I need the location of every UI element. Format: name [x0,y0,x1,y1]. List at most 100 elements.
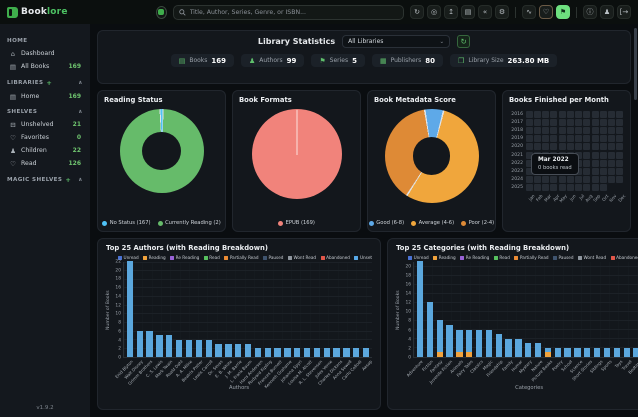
legend-item[interactable]: Paused [553,255,574,260]
bar [485,329,493,357]
bar-slot [435,262,445,357]
sidebar-section-header[interactable]: LIBRARIES + ∧ [7,79,83,87]
bar-segment-unread [584,347,591,357]
bar-segment-reading [436,352,443,357]
status-dot-icon [158,9,165,15]
legend-item[interactable]: Re Reading [460,255,489,260]
legend-item[interactable]: Read [493,255,510,260]
legend-item[interactable]: Good (6-8) [368,220,404,226]
library-select[interactable]: All Libraries ⌄ [342,35,451,48]
month-tick: Feb [533,192,545,208]
bar-segment-unread [603,347,611,357]
add-icon[interactable]: + [46,79,53,87]
stat-series: ⚑ Series 5 [311,54,365,67]
legend-item[interactable]: Reading [143,255,166,260]
heatmap-cell [591,135,599,143]
legend-item[interactable]: Abandoned [320,255,350,260]
stat-library-size: ❒ Library Size 263.80 MB [450,54,558,67]
user-icon[interactable]: ♟ [600,5,614,19]
legend-item[interactable]: Wont Read [287,255,316,260]
bar [584,347,591,357]
activity-icon[interactable]: ∿ [522,5,536,19]
upload-icon[interactable]: ↥ [444,5,458,19]
status-indicator-button[interactable] [155,5,167,19]
bar [294,348,301,357]
legend-item[interactable]: Poor (2-4) [461,220,494,226]
bar-segment-unread [215,343,222,357]
sidebar-item-read[interactable]: ♡ Read 126 [7,157,83,170]
main-scrollbar[interactable] [634,28,637,100]
legend-item[interactable]: Unset [354,255,372,260]
favorites-icon[interactable]: ♡ [539,5,553,19]
legend-item[interactable]: Read [203,255,220,260]
stat-authors: ♟ Authors 99 [241,54,305,67]
metadata-score-card: Book Metadata Score Good (6-8) Average (4… [367,90,496,232]
stat-publishers: ▦ Publishers 80 [371,54,444,67]
heatmap-cell [575,143,583,151]
search-input[interactable] [189,8,398,16]
library-icon[interactable]: ▤ [461,5,475,19]
bar-segment-unread [456,329,463,353]
info-icon[interactable]: ⓘ [583,5,597,19]
bar [466,329,473,357]
legend-item[interactable]: Re Reading [170,255,199,260]
sidebar-section-header[interactable]: HOME [7,38,83,44]
legend-label: Re Reading [465,255,490,260]
heatmap-cell [599,143,607,151]
month-tick: May [558,192,570,208]
legend-item[interactable]: Paused [262,255,283,260]
sidebar-item-all-books[interactable]: ▤ All Books 169 [7,60,83,73]
refresh-stats-button[interactable]: ↻ [457,35,471,48]
chevron-up-icon[interactable]: ∧ [78,177,83,183]
top-authors-card: Top 25 Authors (with Reading Breakdown) … [97,238,382,410]
chevron-up-icon[interactable]: ∧ [78,109,83,115]
legend-item[interactable]: No Status (167) [102,220,151,226]
sidebar-item-children[interactable]: ♟ Children 22 [7,144,83,157]
chevron-up-icon[interactable]: ∧ [78,80,83,86]
legend-dot-icon [102,220,108,226]
year-tick-label: 2021 [511,152,523,158]
legend-swatch-icon [578,255,583,260]
legend-item[interactable]: Unread [408,255,429,260]
metadata-icon[interactable]: ◎ [427,5,441,19]
item-count-badge: 169 [68,63,81,70]
bar [264,348,271,357]
sidebar-item-dashboard[interactable]: ⌂ Dashboard [7,47,83,60]
booklore-logo[interactable]: Booklore [7,6,68,18]
x-axis-title: Authors [228,385,250,391]
legend-item[interactable]: Unread [118,255,139,260]
x-tick-label: Sports [600,359,614,372]
legend-item[interactable]: Reading [433,255,456,260]
legend-swatch-icon [408,255,413,260]
sync-icon[interactable]: ↻ [410,5,424,19]
legend-item[interactable]: Average (4-6) [411,220,454,226]
legend-item[interactable]: EPUB (169) [278,220,315,226]
stat-label: Publishers [390,57,422,64]
bar [505,338,512,357]
bookmark-icon[interactable]: ⚑ [556,5,570,19]
legend-item[interactable]: Partially Read [224,255,258,260]
collapse-icon[interactable]: « [478,5,492,19]
book-icon: ▤ [178,56,186,65]
heatmap-cell [608,167,616,175]
sidebar-item-home-library[interactable]: ▤ Home 169 [7,90,83,103]
legend-item[interactable]: Currently Reading (2) [157,220,221,226]
add-icon[interactable]: + [65,176,72,184]
heatmap-cell [616,176,624,184]
sidebar-section-header[interactable]: SHELVES ∧ [7,109,83,115]
year-tick-label: 2016 [511,111,523,117]
bar [146,330,153,357]
sidebar-item-unshelved[interactable]: ⊟ Unshelved 21 [7,118,83,131]
sidebar-section-header[interactable]: MAGIC SHELVES + ∧ [7,176,83,184]
sidebar-item-favorites[interactable]: ♡ Favorites 0 [7,131,83,144]
settings-icon[interactable]: ⚙ [495,5,509,19]
heatmap-cell [575,135,583,143]
bar [235,343,242,357]
legend-item[interactable]: Wont Read [578,255,606,260]
logout-icon[interactable]: [→ [617,5,631,19]
legend-item[interactable]: Partially Read [514,255,549,260]
legend-item[interactable]: Abandoned [610,255,638,260]
bar-slot [302,262,312,357]
bar-slot [563,262,573,357]
stat-value: 99 [286,56,297,65]
